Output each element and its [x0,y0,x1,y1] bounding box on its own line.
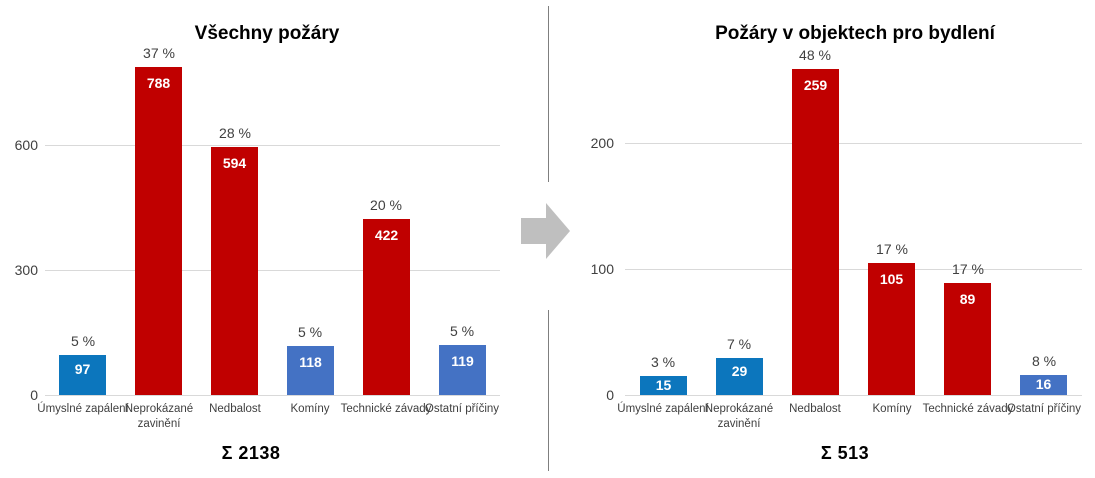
divider-line-bottom [548,310,549,471]
bar-value-label: 89 [959,291,976,307]
gridline-y300 [45,270,500,271]
x-axis-category-label: Neprokázané zavinění [704,403,774,430]
x-axis-category-label: Úmyslné zapálení [37,403,129,415]
bar-percent-label: 5 % [449,323,475,339]
x-axis-category-label: Nedbalost [789,403,841,415]
x-axis-category-label: Komíny [290,403,330,415]
bar-2 [135,67,182,395]
gridline-y600 [45,145,500,146]
bar-value-label: 118 [299,354,322,370]
bar-6 [439,345,486,395]
bar-1 [59,355,106,395]
bar-3 [792,69,839,395]
bar-percent-label: 17 % [876,241,908,257]
bar-percent-label: 5 % [70,333,96,349]
bar-value-label: 259 [803,77,828,93]
bar-4 [868,263,915,395]
divider-line-top [548,6,549,182]
bar-5 [944,283,991,395]
bar-3 [211,147,258,395]
y-axis-tick-0: 0 [606,387,614,403]
total-label-residential-fires: Σ 513 [820,443,870,463]
gridline-y0 [625,395,1082,396]
bar-percent-label: 8 % [1031,353,1057,369]
bar-percent-label: 3 % [650,354,676,370]
chart-title-residential-fires: Požáry v objektech pro bydlení [715,22,995,44]
gridline-y200 [625,143,1082,144]
bar-4 [287,346,334,395]
x-axis-category-label: Neprokázané zavinění [124,403,194,430]
bar-value-label: 29 [731,363,748,379]
bar-5 [363,219,410,395]
bar-percent-label: 7 % [726,336,752,352]
y-axis-tick-600: 600 [14,137,38,153]
bar-value-label: 594 [222,155,247,171]
x-axis-category-label: Nedbalost [209,403,261,415]
x-axis-category-label: Technické závady [922,403,1014,415]
x-axis-category-label: Komíny [872,403,912,415]
bar-value-label: 16 [1035,376,1052,392]
bar-value-label: 105 [879,271,904,287]
x-axis-category-label: Úmyslné zapálení [617,403,709,415]
bar-value-label: 788 [146,75,171,91]
bar-value-label: 15 [655,377,672,393]
right-arrow-icon [521,203,570,259]
bar-percent-label: 17 % [952,261,984,277]
gridline-y0 [45,395,500,396]
bar-6 [1020,375,1067,395]
bar-value-label: 119 [451,353,474,369]
x-axis-category-label: Ostatní příčiny [424,403,500,415]
x-axis-category-label: Technické závady [340,403,432,415]
bar-percent-label: 37 % [143,45,175,61]
y-axis-tick-100: 100 [590,261,614,277]
y-axis-tick-0: 0 [30,387,38,403]
bar-percent-label: 20 % [370,197,402,213]
bar-value-label: 422 [374,227,399,243]
bar-2 [716,358,763,395]
bar-1 [640,376,687,395]
bar-percent-label: 5 % [297,324,323,340]
bar-percent-label: 28 % [219,125,251,141]
bar-value-label: 97 [74,361,91,377]
y-axis-tick-300: 300 [14,262,38,278]
x-axis-category-label: Ostatní příčiny [1006,403,1082,415]
bar-percent-label: 48 % [799,47,831,63]
chart-title-all-fires: Všechny požáry [194,22,340,44]
total-label-all-fires: Σ 2138 [221,443,281,463]
gridline-y100 [625,269,1082,270]
y-axis-tick-200: 200 [590,135,614,151]
